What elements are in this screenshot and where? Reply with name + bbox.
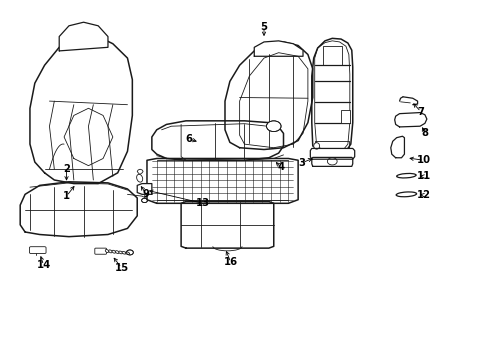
Ellipse shape xyxy=(313,143,319,149)
Text: 16: 16 xyxy=(224,257,238,267)
Ellipse shape xyxy=(396,174,415,178)
Circle shape xyxy=(142,198,147,203)
Text: 12: 12 xyxy=(416,190,430,200)
Text: 7: 7 xyxy=(417,107,424,117)
Text: 9: 9 xyxy=(142,189,149,199)
Text: 13: 13 xyxy=(196,198,210,208)
Text: 14: 14 xyxy=(37,260,51,270)
Ellipse shape xyxy=(395,192,416,197)
Ellipse shape xyxy=(119,251,122,254)
FancyBboxPatch shape xyxy=(95,248,106,254)
Text: 3: 3 xyxy=(298,158,305,168)
Text: 11: 11 xyxy=(416,171,430,181)
Text: 5: 5 xyxy=(260,22,267,32)
Circle shape xyxy=(327,158,336,165)
Polygon shape xyxy=(311,157,352,166)
Ellipse shape xyxy=(105,249,108,252)
Polygon shape xyxy=(181,202,273,248)
Polygon shape xyxy=(152,121,283,160)
Polygon shape xyxy=(394,113,426,127)
Circle shape xyxy=(266,121,281,132)
Text: 15: 15 xyxy=(114,263,128,273)
Ellipse shape xyxy=(136,174,142,182)
Polygon shape xyxy=(59,22,108,51)
Text: 8: 8 xyxy=(421,129,427,138)
Text: 1: 1 xyxy=(63,191,70,201)
Polygon shape xyxy=(20,182,137,237)
Circle shape xyxy=(126,250,133,255)
Text: 2: 2 xyxy=(63,164,70,174)
Polygon shape xyxy=(147,158,298,203)
Ellipse shape xyxy=(125,252,129,255)
FancyBboxPatch shape xyxy=(29,247,46,253)
Polygon shape xyxy=(311,39,352,154)
Polygon shape xyxy=(310,148,354,159)
Polygon shape xyxy=(224,42,312,149)
Ellipse shape xyxy=(122,252,126,254)
Text: 4: 4 xyxy=(277,162,284,172)
Ellipse shape xyxy=(115,251,119,253)
Bar xyxy=(340,110,349,123)
Text: 6: 6 xyxy=(184,134,191,144)
Polygon shape xyxy=(30,37,132,184)
Ellipse shape xyxy=(108,250,112,253)
Polygon shape xyxy=(254,41,303,56)
Text: 10: 10 xyxy=(416,155,430,165)
Polygon shape xyxy=(137,184,152,194)
Polygon shape xyxy=(390,136,404,158)
Ellipse shape xyxy=(112,250,115,253)
